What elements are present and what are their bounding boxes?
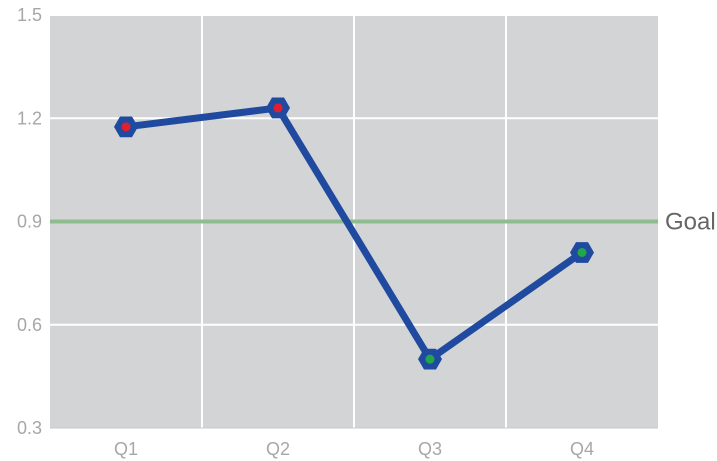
y-tick-label-4: 1.5 (17, 5, 42, 25)
y-tick-label-0: 0.3 (17, 418, 42, 438)
x-tick-label-2: Q3 (418, 439, 442, 459)
series-line-0 (122, 104, 586, 363)
y-tick-label-3: 1.2 (17, 108, 42, 128)
x-tick-label-0: Q1 (114, 439, 138, 459)
y-tick-label-2: 0.9 (17, 212, 42, 232)
goal-label: Goal (665, 209, 716, 236)
x-tick-label-1: Q2 (266, 439, 290, 459)
data-point-dot-q2 (273, 103, 283, 113)
data-point-dot-q3 (425, 354, 435, 364)
y-tick-label-1: 0.6 (17, 315, 42, 335)
x-tick-label-3: Q4 (570, 439, 594, 459)
data-point-dot-q1 (121, 122, 131, 132)
data-point-dot-q4 (577, 247, 587, 257)
